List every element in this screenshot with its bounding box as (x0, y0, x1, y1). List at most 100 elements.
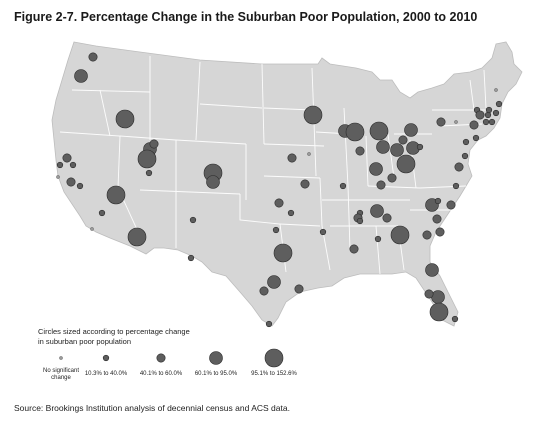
metro-circle (66, 177, 76, 187)
legend-circle-1 (102, 354, 110, 362)
metro-circle (319, 228, 327, 236)
metro-circle (294, 284, 304, 294)
metro-circle (56, 175, 60, 179)
metro-circle (462, 138, 470, 146)
metro-circle (469, 120, 479, 130)
metro-circle (62, 153, 72, 163)
state-borders (59, 56, 490, 275)
metro-circle (88, 52, 98, 62)
metro-circle (303, 105, 323, 125)
metro-circle (416, 143, 424, 151)
metro-circle (272, 226, 280, 234)
metro-circle (482, 118, 490, 126)
metro-circle (259, 286, 269, 296)
metro-circle (461, 152, 469, 160)
metro-circle (390, 225, 410, 245)
legend-title: Circles sized according to percentage ch… (38, 327, 208, 347)
metro-circle (376, 140, 390, 154)
metro-circle (454, 120, 458, 124)
metro-circle (387, 173, 397, 183)
metro-circle (436, 117, 446, 127)
metro-circle (307, 152, 311, 156)
metro-circle (56, 161, 64, 169)
metro-circle (187, 254, 195, 262)
metro-circle (206, 175, 220, 189)
metro-circle (431, 290, 445, 304)
legend-circle-2 (156, 353, 166, 363)
metro-circle (370, 204, 384, 218)
metro-circle (404, 123, 418, 137)
metro-circle (424, 289, 434, 299)
figure-title: Figure 2-7. Percentage Change in the Sub… (14, 10, 478, 24)
metro-circle (98, 209, 106, 217)
metro-circle (69, 161, 77, 169)
metro-circle (429, 302, 449, 322)
source-note: Source: Brookings Institution analysis o… (14, 403, 290, 413)
metro-circle (425, 263, 439, 277)
metro-circle (398, 135, 408, 145)
metro-circle (349, 244, 359, 254)
metro-circle (90, 227, 94, 231)
metro-circle (355, 146, 365, 156)
legend-label-no-change: No significant change (31, 368, 91, 382)
metro-circles (56, 52, 503, 328)
metro-circle (287, 209, 295, 217)
legend-circle-0 (59, 356, 63, 360)
legend-title-line-1: Circles sized according to percentage ch… (38, 327, 190, 336)
metro-circle (345, 122, 365, 142)
legend-circles (59, 348, 284, 368)
metro-circle (376, 180, 386, 190)
metro-circle (369, 162, 383, 176)
legend-circle-3 (209, 351, 223, 365)
metro-circle (76, 182, 84, 190)
metro-circle (145, 169, 153, 177)
metro-circle (434, 197, 442, 205)
legend-label-40-60: 40.1% to 60.0% (139, 371, 183, 377)
legend-label-95-152: 95.1% to 152.6% (251, 371, 297, 377)
metro-circle (189, 216, 197, 224)
metro-circle (454, 162, 464, 172)
metro-circle (287, 153, 297, 163)
metro-circle (494, 88, 498, 92)
metro-circle (485, 106, 493, 114)
metro-circle (446, 200, 456, 210)
us-outline (51, 41, 523, 327)
metro-circle (475, 110, 485, 120)
metro-circle (265, 320, 273, 328)
metro-circle (273, 243, 293, 263)
metro-circle (396, 154, 416, 174)
metro-circle (374, 235, 382, 243)
metro-circle (356, 217, 364, 225)
us-landmass (51, 41, 523, 327)
metro-circle (472, 134, 480, 142)
metro-circle (149, 139, 159, 149)
legend-title-line-2: in suburban poor population (38, 337, 131, 346)
metro-circle (435, 227, 445, 237)
metro-circle (274, 198, 284, 208)
metro-circle (300, 179, 310, 189)
metro-circle (106, 185, 126, 205)
metro-circle (115, 109, 135, 129)
metro-circle (488, 118, 496, 126)
metro-circle (422, 230, 432, 240)
legend-label-10-40: 10.3% to 40.0% (84, 371, 128, 377)
metro-circle (74, 69, 88, 83)
metro-circle (432, 214, 442, 224)
metro-circle (451, 315, 459, 323)
metro-circle (390, 143, 404, 157)
legend-circle-4 (264, 348, 284, 368)
metro-circle (267, 275, 281, 289)
metro-circle (452, 182, 460, 190)
metro-circle (127, 227, 147, 247)
metro-circle (369, 121, 389, 141)
legend-label-60-95: 60.1% to 95.0% (194, 371, 238, 377)
metro-circle (339, 182, 347, 190)
metro-circle (492, 109, 500, 117)
metro-circle (495, 100, 503, 108)
metro-circle (484, 111, 492, 119)
legend-label-no-change-line-2: change (51, 375, 71, 381)
metro-circle (137, 149, 157, 169)
metro-circle (382, 213, 392, 223)
legend-label-no-change-line-1: No significant (42, 368, 80, 374)
